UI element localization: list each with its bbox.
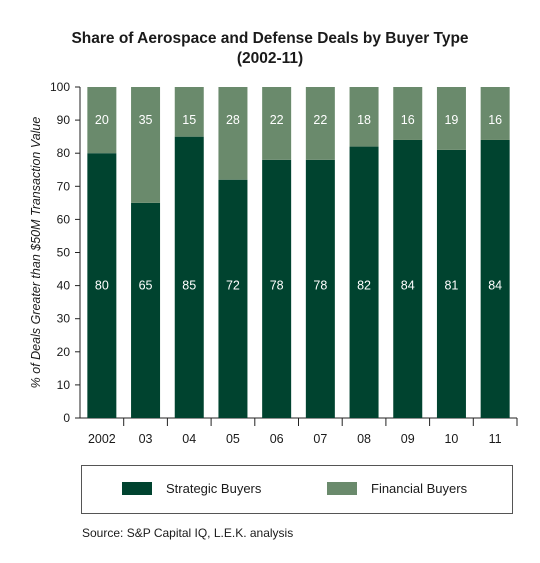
data-label-strategic-06: 78 [270,279,284,293]
bar-financial-2002 [87,87,117,154]
bar-strategic-07 [305,159,335,418]
bar-chart: 0 10 20 30 40 50 60 70 80 90 100 % of Deals Greater… [29,80,518,446]
x-tick-label-08: 08 [357,432,371,446]
data-label-strategic-07: 78 [313,279,327,293]
source-note: Source: S&P Capital IQ, L.E.K. analysis [82,526,294,540]
y-axis-title: % of Deals Greater than $50M Transaction… [29,117,43,389]
bar-financial-07 [305,87,335,160]
y-tick-label: 50 [57,246,71,260]
y-tick-label: 90 [57,113,71,127]
bar-financial-03 [131,87,161,203]
bar-financial-09 [393,87,423,140]
x-tick-label-03: 03 [139,432,153,446]
data-label-financial-05: 28 [226,113,240,127]
legend-item-strategic: Strategic Buyers [122,481,261,496]
chart-title-line-1: Share of Aerospace and Defense Deals by … [71,30,469,47]
data-label-strategic-09: 84 [401,279,415,293]
bar-strategic-10 [436,149,466,418]
x-tick-label-2002: 2002 [88,432,116,446]
y-tick-label: 10 [57,378,71,392]
y-tick-label: 20 [57,345,71,359]
x-tick-label-09: 09 [401,432,415,446]
data-label-financial-04: 15 [182,113,196,127]
y-tick-label: 70 [57,179,71,193]
bar-strategic-04 [174,136,204,418]
bar-strategic-03 [131,202,161,418]
y-tick-label: 60 [57,212,71,226]
data-label-strategic-10: 81 [444,279,458,293]
legend-swatch-strategic [122,482,152,495]
y-tick-label: 0 [63,411,70,425]
data-label-financial-07: 22 [313,113,327,127]
legend-swatch-financial [327,482,357,495]
x-tick-label-07: 07 [313,432,327,446]
data-label-financial-03: 35 [139,113,153,127]
data-label-financial-11: 16 [488,113,502,127]
y-tick-label: 100 [50,80,70,94]
data-label-financial-2002: 20 [95,113,109,127]
x-tick-label-04: 04 [182,432,196,446]
bar-financial-04 [174,87,204,137]
data-label-financial-09: 16 [401,113,415,127]
legend: Strategic Buyers Financial Buyers [81,465,513,514]
x-tick-label-10: 10 [444,432,458,446]
legend-label-financial: Financial Buyers [371,481,468,496]
data-label-financial-10: 19 [444,113,458,127]
data-label-strategic-2002: 80 [95,279,109,293]
y-tick-label: 80 [57,146,71,160]
data-label-financial-06: 22 [270,113,284,127]
bar-strategic-09 [393,139,423,418]
bar-financial-10 [436,87,466,150]
x-tick-label-11: 11 [489,432,502,446]
chart-title-line-2: (2002-11) [236,50,304,67]
bar-strategic-08 [349,146,379,418]
bar-financial-05 [218,87,248,180]
data-label-strategic-03: 65 [139,279,153,293]
bar-strategic-05 [218,179,248,418]
bar-financial-06 [262,87,292,160]
bar-financial-08 [349,87,379,147]
legend-label-strategic: Strategic Buyers [166,481,262,496]
bar-strategic-2002 [87,153,117,418]
data-label-financial-08: 18 [357,113,371,127]
bar-strategic-11 [480,139,510,418]
legend-item-financial: Financial Buyers [327,481,467,496]
x-tick-label-06: 06 [270,432,284,446]
data-label-strategic-04: 85 [182,279,196,293]
y-tick-label: 40 [57,279,71,293]
data-label-strategic-05: 72 [226,279,240,293]
y-tick-label: 30 [57,312,71,326]
data-label-strategic-11: 84 [488,279,502,293]
data-label-strategic-08: 82 [357,279,371,293]
x-tick-label-05: 05 [226,432,240,446]
bar-financial-11 [480,87,510,140]
bar-strategic-06 [262,159,292,418]
